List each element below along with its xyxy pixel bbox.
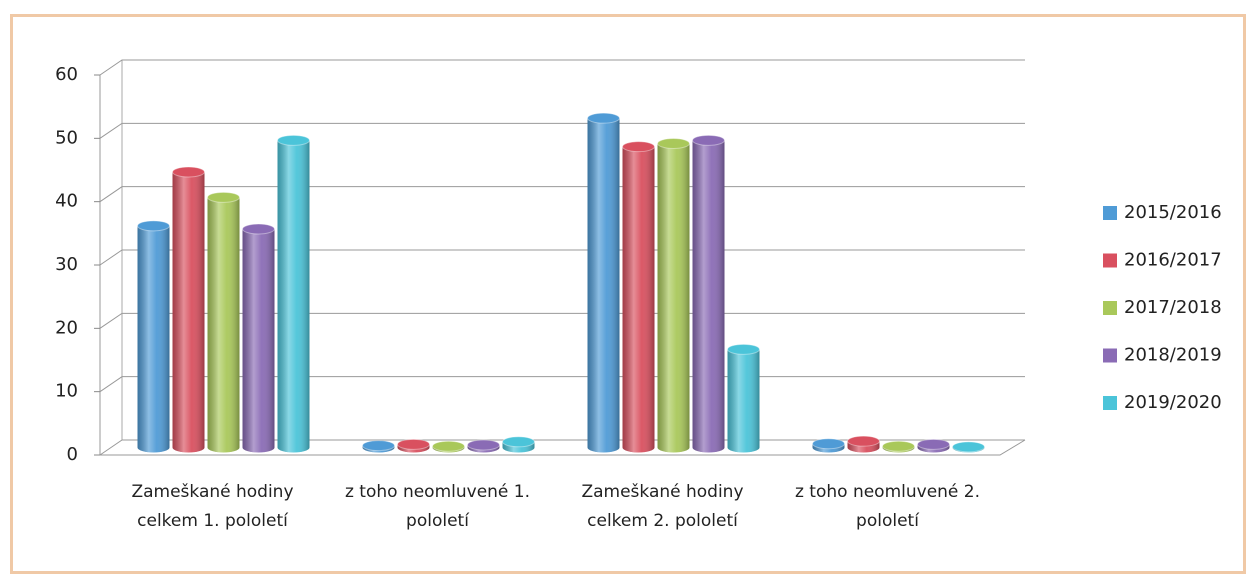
- bar: [657, 138, 690, 453]
- grid-line: [99, 59, 1025, 76]
- bar: [172, 166, 205, 453]
- legend-swatch: [1103, 301, 1117, 315]
- bar: [917, 438, 950, 453]
- y-tick-label: 20: [55, 317, 78, 338]
- x-tick-label: Zameškané hodiny celkem 2. pololetí: [581, 482, 744, 531]
- bar: [847, 435, 880, 453]
- bar-top: [622, 141, 655, 153]
- bar-top: [847, 435, 880, 447]
- bar-shade: [207, 197, 240, 448]
- y-tick-label: 50: [55, 127, 78, 148]
- bar-shade: [172, 172, 205, 448]
- bar-shade: [137, 225, 170, 448]
- bar-top: [727, 343, 760, 355]
- grid-line: [99, 122, 1025, 139]
- bar-top: [917, 438, 950, 450]
- y-tick-label: 40: [55, 191, 78, 212]
- bar-shade: [277, 140, 310, 448]
- bar-top: [952, 441, 985, 453]
- y-tick-label: 60: [55, 64, 78, 85]
- bar-shade: [657, 143, 690, 448]
- bar: [242, 223, 275, 453]
- bar-shade: [622, 146, 655, 448]
- bar-top: [277, 134, 310, 146]
- legend-label: 2017/2018: [1124, 297, 1222, 318]
- legend-swatch: [1103, 206, 1117, 220]
- bar-top: [502, 436, 535, 448]
- bar: [137, 220, 170, 453]
- bar: [207, 191, 240, 453]
- bar-top: [137, 220, 170, 232]
- legend-swatch: [1103, 396, 1117, 410]
- bar-shade: [587, 118, 620, 448]
- bar-top: [397, 438, 430, 450]
- bar-top: [172, 166, 205, 178]
- y-tick-label: 10: [55, 381, 78, 402]
- bar-top: [362, 440, 395, 452]
- legend-label: 2015/2016: [1124, 202, 1222, 223]
- bar: [727, 343, 760, 453]
- bar-top: [207, 191, 240, 203]
- bar: [952, 441, 985, 453]
- legend-label: 2018/2019: [1124, 345, 1222, 366]
- bar-top: [657, 138, 690, 149]
- bar: [882, 440, 915, 453]
- legend-label: 2019/2020: [1124, 392, 1222, 413]
- bar: [692, 134, 725, 453]
- bar: [432, 440, 465, 453]
- y-tick-label: 0: [67, 444, 78, 465]
- bar: [277, 134, 310, 453]
- bar: [467, 439, 500, 453]
- bar-top: [467, 439, 500, 451]
- bar: [397, 438, 430, 453]
- bar-top: [587, 112, 620, 124]
- bar-shade: [242, 229, 275, 448]
- bar-shade: [692, 140, 725, 448]
- legend-label: 2016/2017: [1124, 250, 1222, 271]
- bar-shade: [727, 349, 760, 448]
- bar-top: [242, 223, 275, 235]
- bar: [362, 440, 395, 453]
- bar: [812, 438, 845, 453]
- chart-frame: [10, 14, 1246, 574]
- bar-top: [692, 134, 725, 146]
- bar-top: [432, 440, 465, 452]
- floor: [100, 439, 1026, 456]
- bar: [587, 112, 620, 453]
- legend-swatch: [1103, 253, 1117, 268]
- x-tick-label: z toho neomluvené 2. pololetí: [794, 482, 981, 531]
- x-tick-label: z toho neomluvené 1. pololetí: [344, 482, 531, 531]
- bar-top: [882, 440, 915, 452]
- y-tick-label: 30: [55, 254, 78, 275]
- x-tick-label: Zameškané hodiny celkem 1. pololetí: [131, 482, 294, 531]
- bar: [502, 436, 535, 453]
- bar: [622, 141, 655, 453]
- legend-swatch: [1103, 348, 1117, 363]
- bar-top: [812, 438, 845, 450]
